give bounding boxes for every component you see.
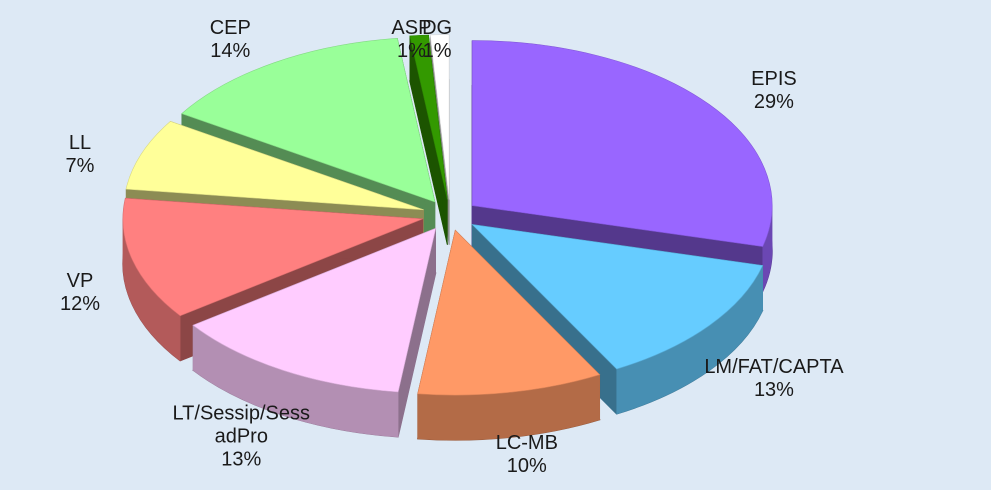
slice-label: LM/FAT/CAPTA 13% — [704, 356, 843, 402]
category-label: ASP — [391, 17, 432, 39]
slice — [417, 229, 601, 396]
slice — [192, 227, 437, 393]
category-label: CEP — [209, 17, 251, 39]
slice-label: LC-MB 10% — [496, 432, 558, 478]
category-label: LT/Sessip/Sess adPro — [172, 402, 311, 448]
slice-label: LL 7% — [66, 132, 95, 178]
value-label: 14% — [210, 40, 251, 62]
value-label: 13% — [753, 379, 794, 402]
slice — [122, 197, 423, 317]
category-label: LL — [68, 132, 92, 155]
value-label: 10% — [506, 455, 547, 477]
category-label: LC-MB — [495, 432, 558, 454]
slice — [471, 224, 764, 370]
slice — [429, 34, 450, 200]
slice-label: DG 1% — [422, 17, 452, 63]
slice — [125, 121, 424, 211]
slice-label: VP 12% — [60, 270, 100, 316]
category-label: VP — [66, 270, 94, 293]
category-label: EPIS — [751, 67, 797, 90]
category-label: LM/FAT/CAPTA — [704, 356, 844, 379]
value-label: 12% — [59, 293, 101, 316]
slice-label: LT/Sessip/Sess adPro 13% — [173, 403, 310, 472]
slice — [181, 37, 436, 203]
value-label: 29% — [753, 90, 794, 113]
slice-label: CEP 14% — [210, 17, 251, 63]
value-label: 1% — [422, 40, 452, 62]
value-label: 13% — [221, 448, 262, 471]
slice — [471, 40, 773, 247]
slice-label: EPIS 29% — [751, 68, 797, 114]
value-label: 7% — [65, 155, 95, 178]
slice — [409, 34, 448, 200]
value-label: 1% — [396, 40, 426, 62]
slice-label: ASP 1% — [391, 17, 431, 63]
category-label: DG — [422, 17, 453, 39]
